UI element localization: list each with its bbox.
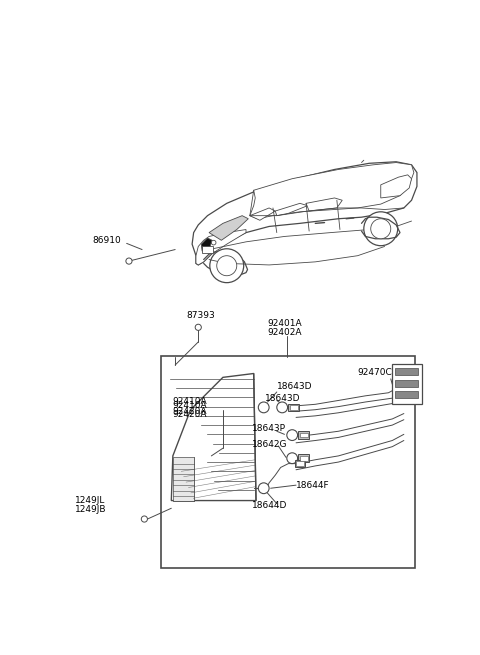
Polygon shape xyxy=(209,215,248,240)
Polygon shape xyxy=(250,208,275,220)
Polygon shape xyxy=(275,203,308,215)
Text: 18643D: 18643D xyxy=(277,382,312,391)
Polygon shape xyxy=(171,373,256,500)
Circle shape xyxy=(277,402,288,413)
Circle shape xyxy=(217,255,237,276)
Circle shape xyxy=(195,324,201,330)
Bar xyxy=(392,364,421,404)
Bar xyxy=(296,461,304,466)
Bar xyxy=(300,456,308,460)
Text: 92420A: 92420A xyxy=(173,407,207,416)
Text: 92410A: 92410A xyxy=(173,398,207,407)
Bar xyxy=(299,455,309,462)
Text: 92420A: 92420A xyxy=(173,410,207,419)
Text: 92470C: 92470C xyxy=(358,368,392,377)
Text: 18643P: 18643P xyxy=(252,424,286,434)
Bar xyxy=(202,246,213,253)
Text: 18642G: 18642G xyxy=(252,440,288,449)
Polygon shape xyxy=(196,229,246,265)
Text: 18644D: 18644D xyxy=(252,502,288,510)
Polygon shape xyxy=(173,457,194,500)
Circle shape xyxy=(211,240,216,245)
Polygon shape xyxy=(201,238,212,251)
Bar xyxy=(299,431,309,439)
Text: 1249JL: 1249JL xyxy=(75,496,106,505)
Text: 87393: 87393 xyxy=(187,311,216,320)
Bar xyxy=(161,356,415,567)
Circle shape xyxy=(287,453,298,464)
Bar xyxy=(288,403,299,411)
Circle shape xyxy=(210,249,244,283)
Text: 1249JB: 1249JB xyxy=(75,505,107,514)
Bar xyxy=(300,433,308,438)
Text: 18643D: 18643D xyxy=(265,394,301,403)
Text: 92401A: 92401A xyxy=(267,319,302,328)
Polygon shape xyxy=(306,198,342,211)
Bar xyxy=(396,380,419,386)
Polygon shape xyxy=(250,162,414,219)
Circle shape xyxy=(364,212,398,246)
Circle shape xyxy=(371,219,391,239)
Polygon shape xyxy=(381,175,411,198)
Bar xyxy=(396,368,419,375)
Text: 92410A: 92410A xyxy=(173,401,207,409)
Bar xyxy=(295,460,305,468)
Circle shape xyxy=(287,430,298,441)
Bar xyxy=(396,391,419,398)
Circle shape xyxy=(258,402,269,413)
Polygon shape xyxy=(192,162,417,265)
Circle shape xyxy=(258,483,269,494)
Bar xyxy=(290,405,298,409)
Text: 92402A: 92402A xyxy=(267,328,302,337)
Circle shape xyxy=(126,258,132,264)
Text: 86910: 86910 xyxy=(92,236,121,245)
Text: 18644F: 18644F xyxy=(296,481,330,490)
Circle shape xyxy=(141,516,147,522)
